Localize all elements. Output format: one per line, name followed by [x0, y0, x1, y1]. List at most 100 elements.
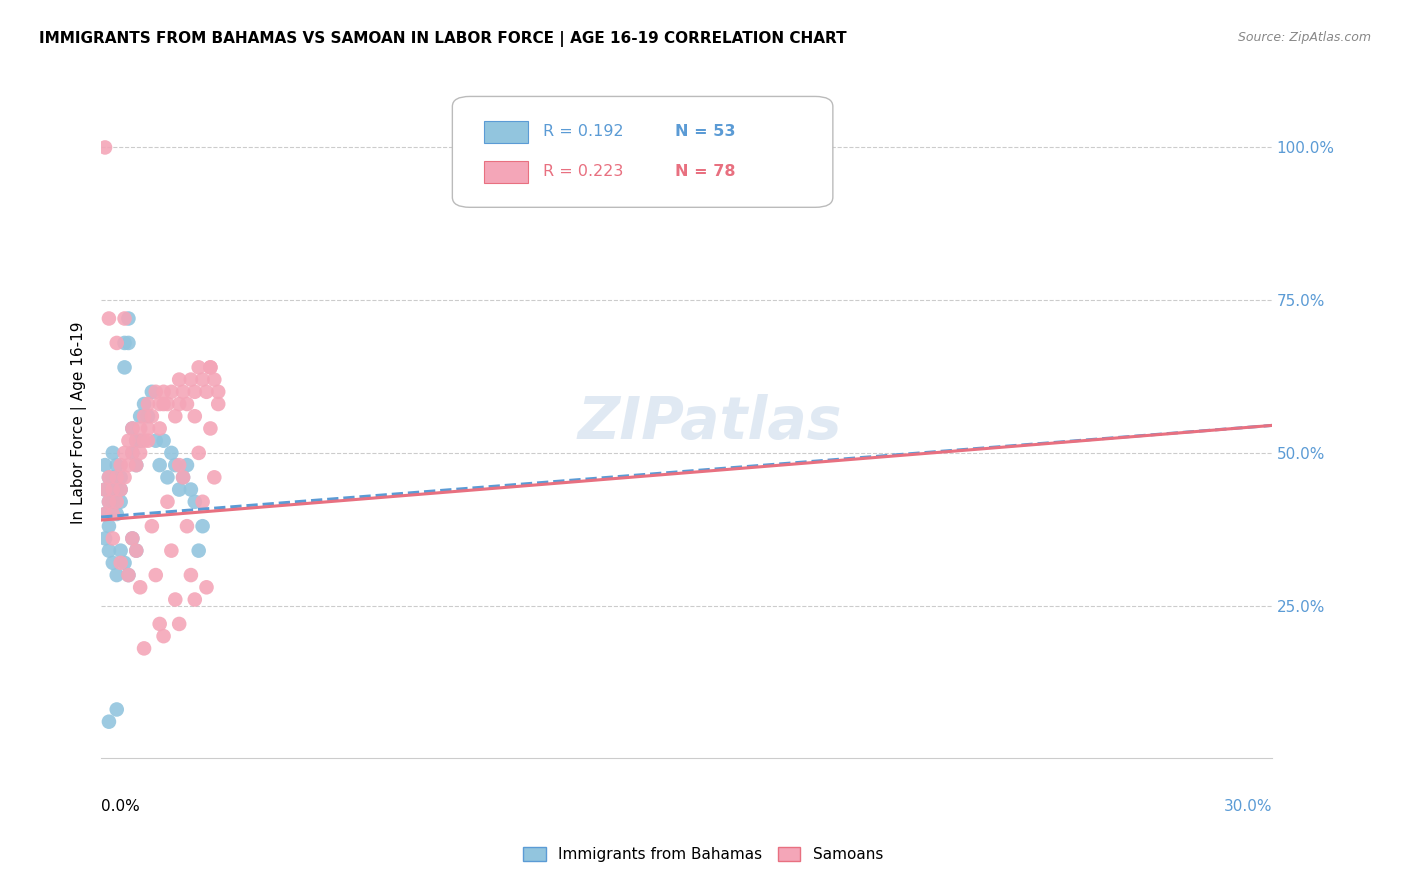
- Point: [110, 483, 132, 497]
- Point: [117, 311, 139, 326]
- Point: [145, 568, 167, 582]
- Point: [101, 532, 124, 546]
- Point: [97, 470, 120, 484]
- Point: [172, 470, 194, 484]
- Point: [160, 446, 183, 460]
- Point: [110, 556, 132, 570]
- Point: [114, 311, 136, 326]
- Point: [117, 568, 139, 582]
- Point: [105, 702, 128, 716]
- Text: N = 78: N = 78: [675, 164, 735, 179]
- Point: [125, 434, 148, 448]
- Point: [110, 458, 132, 472]
- Point: [129, 421, 152, 435]
- Point: [141, 519, 163, 533]
- Point: [105, 483, 128, 497]
- Point: [121, 421, 143, 435]
- Bar: [484, 121, 529, 143]
- Point: [125, 458, 148, 472]
- Point: [97, 714, 120, 729]
- Point: [114, 446, 136, 460]
- Text: 30.0%: 30.0%: [1223, 798, 1272, 814]
- Point: [136, 409, 159, 424]
- Point: [149, 397, 172, 411]
- Point: [180, 373, 202, 387]
- Point: [129, 580, 152, 594]
- Point: [110, 543, 132, 558]
- Point: [97, 495, 120, 509]
- Point: [152, 434, 174, 448]
- Point: [114, 360, 136, 375]
- Point: [94, 507, 117, 521]
- Point: [184, 592, 207, 607]
- Point: [145, 434, 167, 448]
- Point: [125, 434, 148, 448]
- Point: [176, 458, 198, 472]
- Point: [184, 409, 207, 424]
- Point: [172, 384, 194, 399]
- Point: [202, 373, 225, 387]
- Point: [152, 629, 174, 643]
- Point: [132, 434, 155, 448]
- Point: [105, 507, 128, 521]
- Point: [187, 360, 209, 375]
- Point: [156, 397, 179, 411]
- Point: [97, 519, 120, 533]
- Point: [97, 470, 120, 484]
- Point: [149, 616, 172, 631]
- Text: N = 53: N = 53: [675, 124, 735, 139]
- Point: [125, 543, 148, 558]
- Text: 0.0%: 0.0%: [101, 798, 139, 814]
- Point: [191, 519, 214, 533]
- Point: [152, 384, 174, 399]
- Point: [110, 483, 132, 497]
- Text: Source: ZipAtlas.com: Source: ZipAtlas.com: [1237, 31, 1371, 45]
- Point: [141, 409, 163, 424]
- Point: [121, 532, 143, 546]
- Point: [129, 409, 152, 424]
- Point: [101, 507, 124, 521]
- Point: [101, 470, 124, 484]
- Point: [117, 434, 139, 448]
- Point: [202, 470, 225, 484]
- Point: [184, 384, 207, 399]
- Point: [129, 446, 152, 460]
- Text: IMMIGRANTS FROM BAHAMAS VS SAMOAN IN LABOR FORCE | AGE 16-19 CORRELATION CHART: IMMIGRANTS FROM BAHAMAS VS SAMOAN IN LAB…: [39, 31, 846, 47]
- Point: [94, 140, 117, 154]
- Point: [200, 421, 222, 435]
- Point: [129, 434, 152, 448]
- Point: [132, 409, 155, 424]
- Point: [105, 495, 128, 509]
- Point: [187, 446, 209, 460]
- Point: [165, 409, 187, 424]
- Point: [114, 335, 136, 350]
- Point: [176, 397, 198, 411]
- Point: [165, 458, 187, 472]
- Point: [110, 470, 132, 484]
- Point: [191, 495, 214, 509]
- Y-axis label: In Labor Force | Age 16-19: In Labor Force | Age 16-19: [72, 321, 87, 524]
- Point: [167, 397, 190, 411]
- Point: [97, 311, 120, 326]
- Point: [136, 421, 159, 435]
- Point: [94, 532, 117, 546]
- Point: [187, 543, 209, 558]
- Point: [117, 335, 139, 350]
- Text: R = 0.192: R = 0.192: [543, 124, 623, 139]
- Point: [94, 483, 117, 497]
- Point: [94, 483, 117, 497]
- Point: [136, 397, 159, 411]
- Point: [149, 458, 172, 472]
- Point: [167, 458, 190, 472]
- Point: [195, 580, 218, 594]
- Point: [117, 458, 139, 472]
- Point: [167, 373, 190, 387]
- Point: [105, 335, 128, 350]
- Point: [184, 495, 207, 509]
- Point: [200, 360, 222, 375]
- Point: [156, 470, 179, 484]
- Point: [152, 397, 174, 411]
- Point: [97, 495, 120, 509]
- Point: [114, 556, 136, 570]
- Point: [105, 458, 128, 472]
